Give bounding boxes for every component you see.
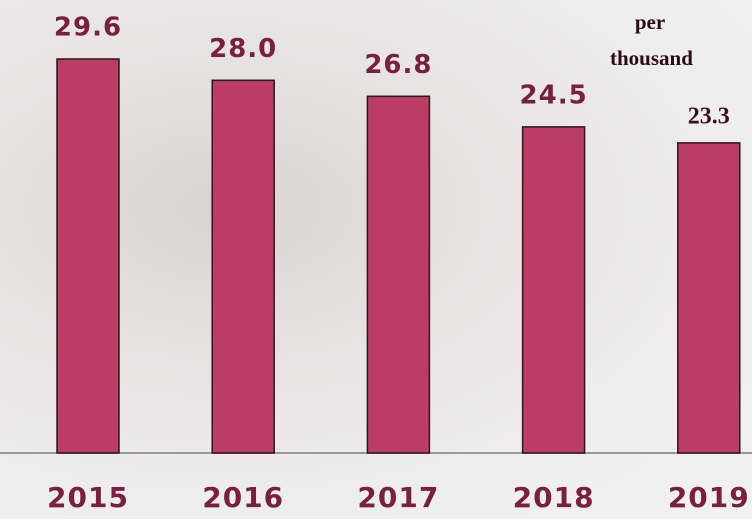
bar: [366, 95, 431, 454]
value-label: 24.5: [520, 80, 588, 110]
annotation: per thousand: [610, 10, 693, 70]
bar: [521, 126, 586, 454]
x-tick-label: 2017: [357, 481, 439, 514]
value-label: 29.6: [54, 13, 122, 43]
value-label: 28.0: [209, 34, 277, 64]
bar: [677, 142, 741, 454]
value-label: 26.8: [364, 50, 432, 80]
bar: [211, 79, 275, 454]
value-label: 23.3: [688, 103, 730, 129]
x-tick-label: 2018: [513, 481, 595, 514]
x-tick-label: 2019: [668, 481, 750, 514]
x-tick-label: 2015: [47, 481, 129, 514]
bar: [56, 58, 120, 454]
x-tick-label: 2016: [202, 481, 284, 514]
